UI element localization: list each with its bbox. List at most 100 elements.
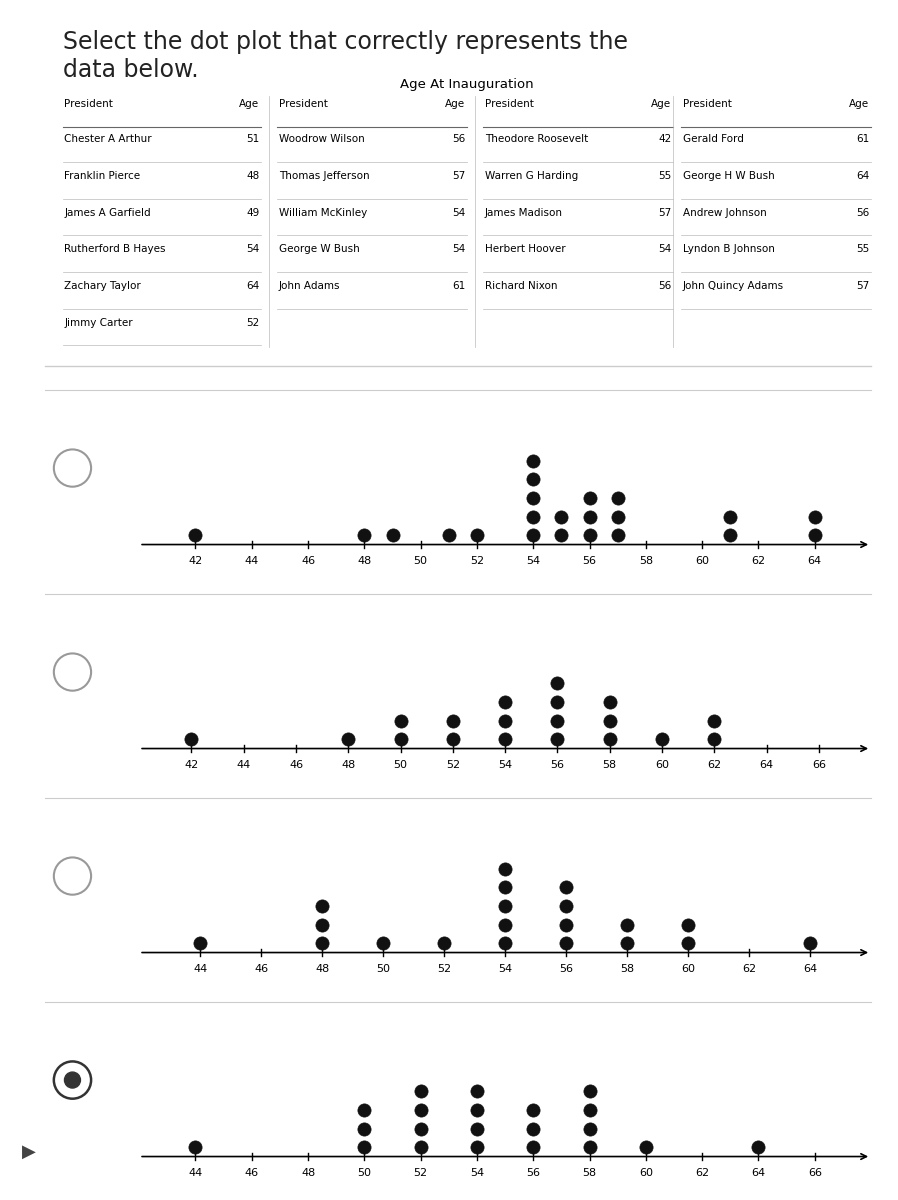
Text: ▶: ▶: [22, 1142, 36, 1162]
Text: 56: 56: [550, 761, 565, 770]
Text: Andrew Johnson: Andrew Johnson: [682, 208, 767, 218]
Text: Chester A Arthur: Chester A Arthur: [65, 134, 152, 144]
Text: 62: 62: [742, 965, 756, 974]
Text: 48: 48: [301, 1169, 315, 1178]
Text: 62: 62: [695, 1169, 709, 1178]
Text: 54: 54: [498, 965, 512, 974]
Text: 58: 58: [583, 1169, 596, 1178]
Text: 56: 56: [658, 281, 672, 292]
Text: President: President: [485, 98, 533, 109]
Text: 54: 54: [526, 557, 541, 566]
Text: 42: 42: [184, 761, 198, 770]
Text: President: President: [65, 98, 113, 109]
Text: 48: 48: [246, 172, 260, 181]
Text: John Adams: John Adams: [278, 281, 340, 292]
Text: 56: 56: [583, 557, 596, 566]
Text: 56: 56: [559, 965, 573, 974]
Text: 66: 66: [808, 1169, 822, 1178]
Text: Select the dot plot that correctly represents the: Select the dot plot that correctly repre…: [63, 30, 628, 54]
Text: 52: 52: [246, 318, 260, 328]
Text: Woodrow Wilson: Woodrow Wilson: [278, 134, 365, 144]
Text: Thomas Jefferson: Thomas Jefferson: [278, 172, 369, 181]
Text: 46: 46: [289, 761, 304, 770]
Text: President: President: [278, 98, 328, 109]
Text: data below.: data below.: [63, 58, 198, 82]
Text: James A Garfield: James A Garfield: [65, 208, 151, 218]
Text: Age: Age: [239, 98, 260, 109]
Text: 44: 44: [236, 761, 251, 770]
Text: 42: 42: [189, 557, 203, 566]
Text: Zachary Taylor: Zachary Taylor: [65, 281, 141, 292]
Text: Lyndon B Johnson: Lyndon B Johnson: [682, 245, 775, 254]
Text: 50: 50: [376, 965, 390, 974]
Text: 55: 55: [856, 245, 869, 254]
Text: Gerald Ford: Gerald Ford: [682, 134, 744, 144]
Text: 56: 56: [856, 208, 869, 218]
Text: 64: 64: [803, 965, 817, 974]
Text: 61: 61: [856, 134, 869, 144]
Text: 54: 54: [658, 245, 672, 254]
Text: 60: 60: [695, 557, 709, 566]
Text: Rutherford B Hayes: Rutherford B Hayes: [65, 245, 166, 254]
Text: 62: 62: [707, 761, 721, 770]
Text: William McKinley: William McKinley: [278, 208, 367, 218]
Text: 57: 57: [658, 208, 672, 218]
Text: 66: 66: [812, 761, 826, 770]
Text: 52: 52: [470, 557, 484, 566]
Text: 55: 55: [658, 172, 672, 181]
Text: 49: 49: [246, 208, 260, 218]
Text: Theodore Roosevelt: Theodore Roosevelt: [485, 134, 588, 144]
Text: 58: 58: [638, 557, 653, 566]
Text: 54: 54: [452, 245, 465, 254]
Text: 46: 46: [254, 965, 269, 974]
Text: 64: 64: [752, 1169, 765, 1178]
Text: 56: 56: [526, 1169, 541, 1178]
Text: 50: 50: [357, 1169, 372, 1178]
Text: 58: 58: [603, 761, 617, 770]
Text: 61: 61: [452, 281, 465, 292]
Text: Age: Age: [850, 98, 869, 109]
Text: 57: 57: [856, 281, 869, 292]
Text: George H W Bush: George H W Bush: [682, 172, 774, 181]
Text: 44: 44: [193, 965, 207, 974]
Text: 64: 64: [856, 172, 869, 181]
Text: 52: 52: [437, 965, 451, 974]
Text: 64: 64: [246, 281, 260, 292]
Text: 48: 48: [341, 761, 356, 770]
Text: Herbert Hoover: Herbert Hoover: [485, 245, 566, 254]
Text: 48: 48: [315, 965, 330, 974]
Text: 46: 46: [301, 557, 315, 566]
Text: 62: 62: [752, 557, 765, 566]
Text: 54: 54: [470, 1169, 484, 1178]
Text: 54: 54: [498, 761, 512, 770]
Text: 60: 60: [655, 761, 669, 770]
Text: 57: 57: [452, 172, 465, 181]
Text: 46: 46: [245, 1169, 259, 1178]
Text: Franklin Pierce: Franklin Pierce: [65, 172, 141, 181]
Text: 54: 54: [452, 208, 465, 218]
Text: John Quincy Adams: John Quincy Adams: [682, 281, 784, 292]
Text: Age: Age: [651, 98, 672, 109]
Text: 60: 60: [681, 965, 695, 974]
Text: 54: 54: [246, 245, 260, 254]
Text: Warren G Harding: Warren G Harding: [485, 172, 578, 181]
Text: 58: 58: [620, 965, 634, 974]
Text: 52: 52: [414, 1169, 427, 1178]
Text: 42: 42: [658, 134, 672, 144]
Text: Richard Nixon: Richard Nixon: [485, 281, 558, 292]
Text: 50: 50: [393, 761, 408, 770]
Circle shape: [65, 1072, 81, 1088]
Text: 44: 44: [189, 1169, 203, 1178]
Text: 50: 50: [414, 557, 427, 566]
Text: 60: 60: [638, 1169, 653, 1178]
Text: George W Bush: George W Bush: [278, 245, 359, 254]
Text: 44: 44: [244, 557, 259, 566]
Text: 51: 51: [246, 134, 260, 144]
Text: Age At Inauguration: Age At Inauguration: [401, 78, 533, 91]
Text: 56: 56: [452, 134, 465, 144]
Text: Jimmy Carter: Jimmy Carter: [65, 318, 133, 328]
Text: 64: 64: [807, 557, 822, 566]
Text: President: President: [682, 98, 732, 109]
Text: 52: 52: [445, 761, 460, 770]
Text: James Madison: James Madison: [485, 208, 563, 218]
